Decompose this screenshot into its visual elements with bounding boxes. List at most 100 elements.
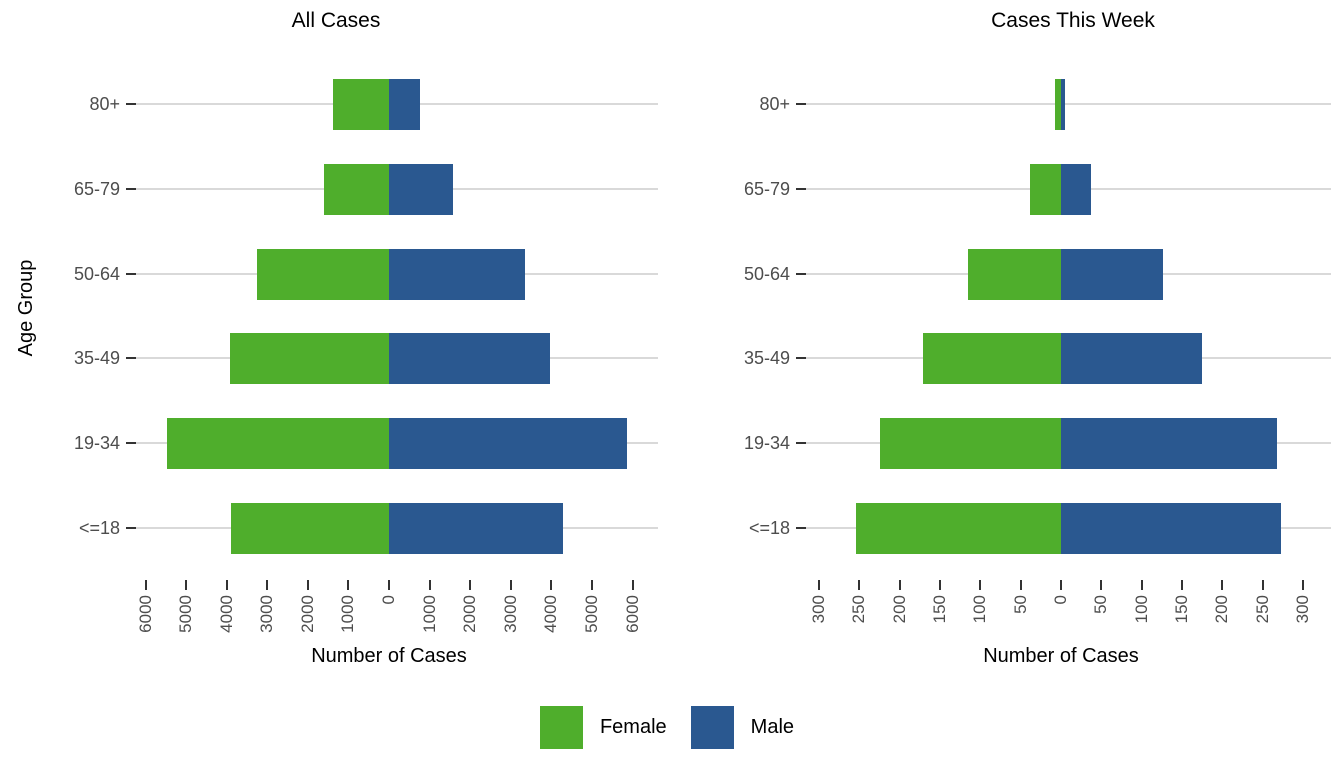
bar-male-65-79 (1061, 163, 1091, 215)
x-tick-label: 4000 (216, 595, 236, 633)
x-tick-label: 6000 (135, 595, 155, 633)
y-tick-label: 35-49 (73, 348, 120, 368)
bar-female-<=18 (856, 502, 1061, 554)
x-tick (428, 580, 431, 590)
x-tick (306, 580, 309, 590)
x-tick-label: 1000 (338, 595, 358, 633)
x-tick-label: 300 (1293, 595, 1312, 624)
x-axis-title: Number of Cases (983, 645, 1139, 667)
y-tick (796, 273, 806, 275)
legend-label: Male (750, 715, 795, 738)
x-tick (185, 580, 188, 590)
y-tick-label: <=18 (78, 518, 120, 538)
x-tick (1060, 580, 1062, 590)
x-tick (1019, 580, 1022, 590)
x-tick-label: 2000 (297, 595, 317, 633)
y-tick-label: 19-34 (73, 433, 120, 453)
x-tick-label: 50 (1091, 595, 1111, 614)
bar-female-50-64 (968, 248, 1061, 300)
y-tick (126, 103, 136, 105)
y-tick-label: 50-64 (743, 264, 790, 284)
bar-male-50-64 (1061, 248, 1164, 300)
x-tick (469, 580, 472, 590)
x-tick (631, 580, 634, 590)
bar-male-50-64 (389, 248, 525, 300)
y-tick (796, 527, 806, 529)
x-tick (1100, 580, 1103, 590)
x-axis-title: Number of Cases (311, 645, 467, 667)
bar-male-80+ (389, 78, 420, 130)
x-tick (225, 580, 228, 590)
bar-female-19-34 (167, 417, 389, 469)
y-axis-title: Age Group (15, 259, 37, 357)
x-tick (347, 580, 350, 590)
x-tick (1261, 580, 1264, 590)
x-tick (144, 580, 147, 590)
bar-male-35-49 (1061, 332, 1203, 384)
bar-male-19-34 (389, 417, 628, 469)
gridline (806, 103, 1331, 105)
x-tick (979, 580, 982, 590)
y-tick (126, 442, 136, 444)
x-tick-label: 5000 (176, 595, 196, 633)
y-tick-label: 65-79 (73, 179, 120, 199)
bar-female-35-49 (229, 332, 389, 384)
y-tick (126, 188, 136, 190)
x-tick-label: 0 (1051, 595, 1070, 605)
y-tick-label: <=18 (748, 518, 790, 538)
bar-female-65-79 (324, 163, 389, 215)
y-tick (126, 273, 136, 275)
y-tick-label: 35-49 (743, 348, 790, 368)
bar-female-80+ (333, 78, 389, 130)
x-tick-label: 250 (849, 595, 869, 624)
x-tick (388, 580, 390, 590)
bar-female-50-64 (256, 248, 389, 300)
y-tick (796, 188, 806, 190)
bar-male-80+ (1061, 78, 1066, 130)
bar-female-80+ (1055, 78, 1061, 130)
legend-item-male: Male (690, 705, 804, 749)
x-tick-label: 50 (1010, 595, 1030, 614)
y-tick-label: 80+ (759, 94, 790, 114)
y-tick-label: 50-64 (73, 264, 120, 284)
y-tick-label: 65-79 (743, 179, 790, 199)
y-tick (796, 442, 806, 444)
bar-male-19-34 (1061, 417, 1278, 469)
x-tick-label: 150 (930, 595, 949, 624)
bar-male-35-49 (389, 332, 551, 384)
x-tick-label: 250 (1252, 595, 1272, 624)
x-tick-label: 5000 (581, 595, 601, 633)
x-tick-label: 1000 (419, 595, 439, 633)
x-tick (550, 580, 553, 590)
x-tick (1181, 580, 1183, 590)
x-tick (818, 580, 820, 590)
bar-female-<=18 (230, 502, 389, 554)
bar-female-35-49 (923, 332, 1061, 384)
x-tick (939, 580, 941, 590)
x-tick-label: 100 (1131, 595, 1151, 624)
bar-male-<=18 (389, 502, 564, 554)
x-tick-label: 200 (1212, 595, 1232, 624)
x-tick (590, 580, 593, 590)
x-tick-label: 100 (970, 595, 990, 624)
y-tick-label: 80+ (89, 94, 120, 114)
panel-title: All Cases (291, 9, 381, 32)
x-tick-label: 3000 (257, 595, 277, 633)
x-tick (1221, 580, 1224, 590)
legend-swatch-male (690, 705, 734, 749)
x-tick-label: 0 (379, 595, 398, 605)
panel-title: Cases This Week (991, 9, 1155, 32)
y-tick (126, 527, 136, 529)
y-tick (796, 103, 806, 105)
x-tick-label: 150 (1172, 595, 1191, 624)
x-tick (1302, 580, 1304, 590)
y-tick (796, 357, 806, 359)
x-tick-label: 200 (889, 595, 909, 624)
y-tick-label: 19-34 (743, 433, 790, 453)
legend: Female Male (0, 703, 1344, 751)
bar-female-65-79 (1029, 163, 1061, 215)
x-tick (858, 580, 861, 590)
x-tick-label: 4000 (541, 595, 561, 633)
legend-item-female: Female (539, 705, 677, 749)
